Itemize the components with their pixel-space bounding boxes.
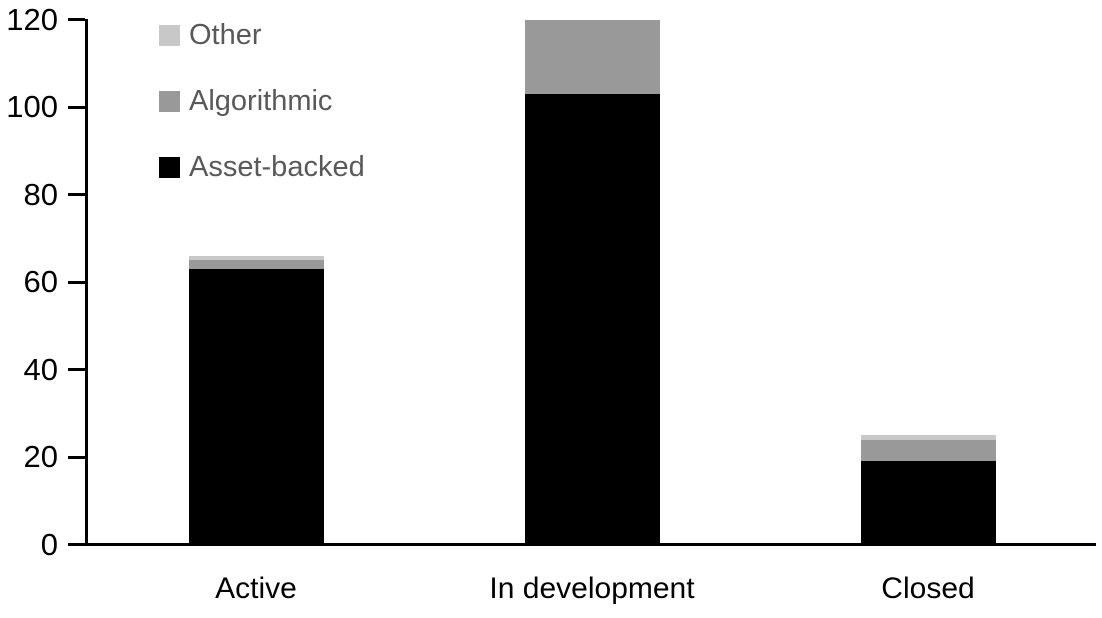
legend-item: Other: [159, 2, 365, 68]
y-tick-label: 20: [23, 439, 58, 474]
y-tick-label: 100: [6, 89, 58, 124]
y-axis-line: [85, 18, 88, 546]
y-tick-mark: [68, 543, 85, 546]
x-category-label: In development: [489, 572, 695, 605]
bar-segment-algorithmic: [188, 260, 324, 269]
bar-segment-algorithmic: [860, 439, 996, 462]
bar-segment-asset-backed: [524, 93, 660, 545]
y-tick-label: 0: [40, 526, 58, 562]
bar-segment-algorithmic: [524, 19, 660, 94]
bar-segment-other: [860, 435, 996, 440]
y-tick-mark: [68, 455, 85, 459]
y-tick-label: 60: [23, 264, 58, 299]
legend-item: Algorithmic: [159, 68, 365, 134]
legend-swatch: [159, 156, 180, 178]
bar-segment-asset-backed: [860, 461, 996, 545]
x-category-label: Closed: [881, 572, 975, 605]
legend-label: Algorithmic: [189, 84, 333, 117]
y-tick-mark: [68, 18, 85, 21]
x-axis-line: [68, 543, 1096, 546]
y-tick-label: 80: [23, 176, 58, 212]
y-tick-label: 120: [6, 1, 58, 37]
legend-swatch: [159, 24, 180, 46]
y-tick-mark: [68, 368, 85, 371]
legend-swatch: [159, 90, 180, 112]
legend: Other Algorithmic Asset-backed: [159, 2, 365, 200]
legend-label: Other: [189, 18, 262, 51]
legend-label: Asset-backed: [189, 150, 365, 183]
x-category-label: Active: [215, 572, 297, 605]
y-tick-mark: [68, 105, 85, 109]
y-tick-mark: [68, 193, 85, 196]
bar-segment-other: [188, 255, 324, 261]
y-tick-mark: [68, 280, 85, 284]
bar-segment-asset-backed: [188, 268, 324, 545]
y-tick-label: 40: [23, 351, 58, 387]
legend-item: Asset-backed: [159, 134, 365, 200]
